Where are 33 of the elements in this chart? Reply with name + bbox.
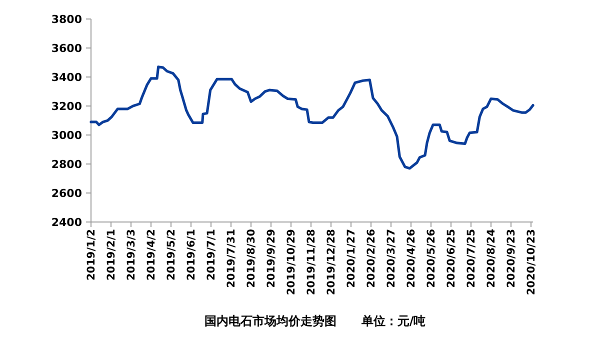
y-tick-label: 3800 <box>51 12 82 26</box>
x-tick-label: 2020/1/27 <box>346 229 358 288</box>
line-series <box>90 66 534 170</box>
x-tick-label: 2019/7/31 <box>226 229 238 288</box>
x-tick-label: 2020/8/24 <box>486 229 498 288</box>
text: 国内电石市场均价走势图 单位：元/吨 <box>204 314 426 328</box>
y-tick-label: 3200 <box>51 100 82 113</box>
x-tick-label: 2020/3/27 <box>386 229 398 288</box>
x-tick-label: 2019/10/29 <box>286 229 298 296</box>
x-tick-label: 2019/9/29 <box>266 229 278 288</box>
x-tick-label: 2019/5/2 <box>166 229 178 281</box>
x-tick-label: 2019/3/3 <box>126 229 138 281</box>
x-tick-label: 2020/4/26 <box>406 229 418 288</box>
x-tick-label: 2019/2/1 <box>106 229 118 281</box>
y-tick-label: 2400 <box>51 216 82 229</box>
x-tick-label: 2019/12/28 <box>326 229 338 296</box>
x-tick-label: 2020/7/25 <box>466 229 478 288</box>
y-tick-label: 3000 <box>51 128 82 142</box>
y-tick-label: 3400 <box>51 70 82 84</box>
y-tick-label: 2800 <box>51 158 82 171</box>
x-tick-label: 2019/11/28 <box>306 229 318 296</box>
x-tick-label: 2020/9/23 <box>506 229 518 288</box>
x-tick-label: 2020/6/25 <box>446 229 458 288</box>
x-tick-label: 2019/1/2 <box>86 229 98 281</box>
y-tick-label: 3600 <box>51 42 82 55</box>
x-tick-label: 2019/7/1 <box>206 229 218 281</box>
x-tick-label: 2020/5/26 <box>426 229 438 288</box>
x-tick-label: 2019/8/30 <box>246 229 258 288</box>
x-tick-label: 2019/6/1 <box>186 229 198 281</box>
x-tick-label: 2019/4/2 <box>146 229 158 281</box>
x-tick-label: 2020/10/23 <box>526 229 538 296</box>
y-tick-label: 2600 <box>51 186 82 200</box>
x-tick-label: 2020/2/26 <box>366 229 378 288</box>
